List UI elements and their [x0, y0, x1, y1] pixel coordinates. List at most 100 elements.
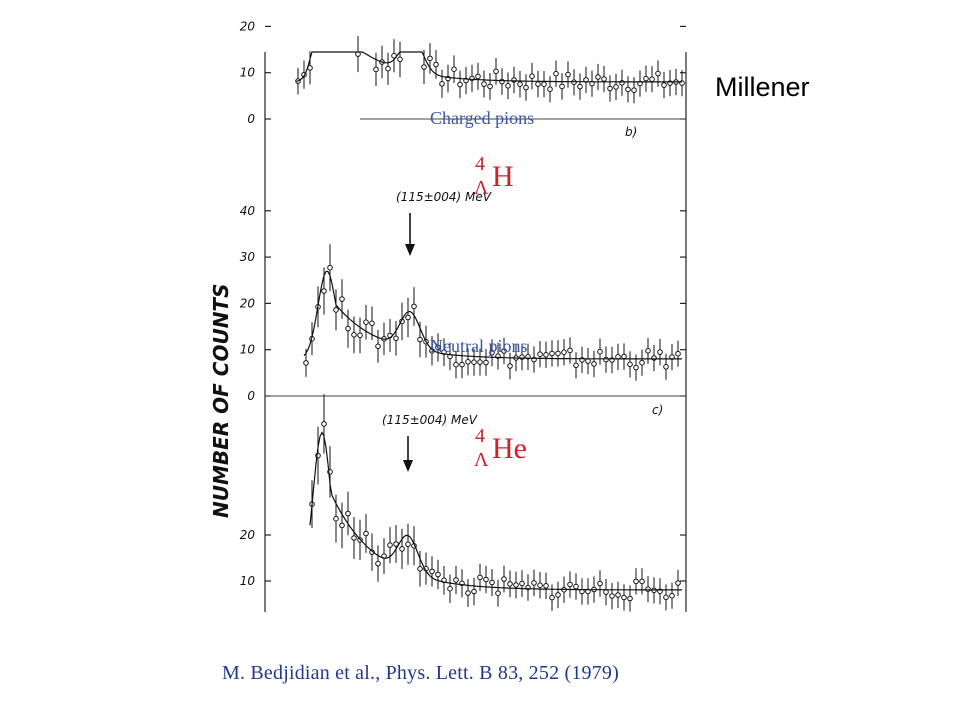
data-point	[597, 580, 603, 587]
data-point	[453, 361, 459, 368]
fit-curve	[309, 431, 682, 591]
data-point	[613, 84, 619, 90]
citation: M. Bedjidian et al., Phys. Lett. B 83, 2…	[222, 662, 619, 684]
data-points	[295, 36, 685, 612]
hypernucleus-b-mass-number: 4	[475, 153, 485, 175]
data-point	[603, 356, 609, 363]
data-point	[405, 314, 411, 321]
arrow-c	[403, 436, 413, 472]
data-point	[451, 66, 457, 72]
data-point	[555, 592, 561, 598]
y-tick-label: 0	[247, 112, 255, 126]
y-tick-label: 0	[247, 389, 255, 403]
data-point	[651, 355, 657, 361]
data-point	[397, 56, 403, 63]
data-point	[375, 343, 381, 350]
data-point	[459, 361, 465, 368]
panel-b-label: b)	[625, 125, 637, 139]
data-point	[391, 52, 397, 59]
data-point	[607, 85, 613, 92]
data-point	[465, 590, 471, 596]
data-point	[549, 350, 555, 357]
data-point	[661, 82, 667, 88]
data-point	[471, 359, 477, 366]
author-name: Millener	[715, 72, 810, 102]
data-point	[561, 349, 567, 356]
hypernucleus-c-mass-number: 4	[475, 425, 485, 447]
data-point	[327, 264, 333, 271]
data-point	[597, 348, 603, 355]
data-point	[351, 332, 357, 338]
data-point	[609, 593, 615, 599]
data-point	[559, 83, 565, 90]
data-point	[363, 530, 369, 537]
energy-label-c: (115±004) MeV	[382, 413, 478, 427]
data-point	[357, 332, 363, 339]
arrow-b	[405, 213, 415, 256]
data-point	[435, 571, 441, 578]
data-point	[549, 594, 555, 601]
data-point	[543, 352, 549, 358]
series-label-neutral-pions: Neutral pions	[430, 336, 527, 356]
y-tick-label: 30	[240, 250, 256, 264]
data-point	[655, 70, 661, 77]
data-point	[489, 349, 495, 356]
data-point	[457, 81, 463, 88]
data-point	[639, 578, 645, 585]
data-point	[675, 580, 681, 586]
data-point	[471, 588, 477, 595]
data-point	[475, 73, 481, 80]
data-point	[537, 582, 543, 589]
data-point	[477, 574, 483, 581]
data-point	[591, 361, 597, 367]
data-point	[345, 325, 351, 332]
data-point	[339, 296, 345, 302]
data-point	[421, 64, 427, 70]
y-tick-label: 20	[240, 528, 256, 542]
data-point	[541, 81, 547, 87]
y-tick-label: 40	[240, 204, 256, 218]
y-tick-label: 20	[240, 19, 256, 33]
data-point	[675, 350, 681, 357]
data-point	[435, 344, 441, 351]
y-tick-label: 10	[240, 343, 256, 357]
data-point	[399, 546, 405, 552]
data-point	[625, 86, 631, 93]
y-tick-labels: 010203040500102030402010	[240, 19, 256, 588]
data-point	[385, 65, 391, 72]
data-point	[631, 87, 637, 93]
data-point	[547, 86, 553, 92]
data-point	[553, 70, 559, 77]
data-point	[507, 581, 513, 587]
data-point	[621, 353, 627, 360]
data-point	[627, 361, 633, 368]
data-point	[621, 594, 627, 601]
data-point	[433, 61, 439, 68]
data-point	[387, 542, 393, 548]
data-point	[339, 522, 345, 529]
data-point	[489, 579, 495, 586]
data-point	[543, 583, 549, 589]
data-point	[663, 364, 669, 370]
hypernucleus-b-lambda: Λ	[474, 177, 489, 199]
data-point	[373, 66, 379, 73]
data-point	[417, 336, 423, 343]
panel-c-label: c)	[652, 403, 663, 417]
data-point	[649, 76, 655, 82]
data-point	[333, 515, 339, 522]
data-point	[601, 76, 607, 82]
data-point	[501, 348, 507, 354]
data-point	[531, 580, 537, 586]
data-point	[645, 586, 651, 593]
energy-label-b: (115±004) MeV	[396, 190, 492, 204]
data-point	[393, 335, 399, 342]
data-point	[493, 68, 499, 75]
data-point	[507, 363, 513, 369]
data-point	[405, 541, 411, 548]
figure-axes	[264, 25, 687, 612]
data-point	[663, 594, 669, 601]
data-point	[519, 580, 525, 587]
data-point	[657, 349, 663, 355]
data-point	[615, 592, 621, 598]
data-point	[321, 421, 327, 427]
